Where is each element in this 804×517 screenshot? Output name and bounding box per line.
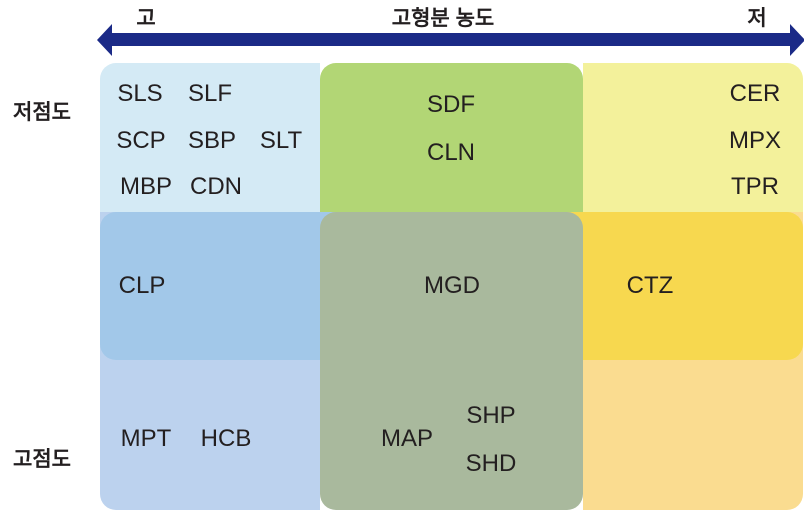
code-label: MPT — [120, 425, 172, 452]
code-label: CER — [729, 80, 781, 107]
code-label: CDN — [190, 173, 242, 200]
row-label-low-viscosity: 저점도 — [13, 101, 71, 124]
concentration-axis-arrow — [97, 24, 804, 56]
code-label: MPX — [728, 127, 782, 154]
center-column — [320, 63, 583, 510]
cell-top-right — [583, 63, 803, 212]
code-label: CLN — [426, 139, 476, 166]
code-label: SBP — [187, 127, 237, 154]
code-label: SLF — [187, 80, 233, 107]
code-label: CLP — [118, 272, 166, 299]
code-label: SHD — [465, 450, 517, 477]
cell-middle-bottom-center — [320, 212, 583, 510]
cell-top-left — [100, 63, 320, 212]
cell-top-center — [320, 63, 583, 212]
code-label: SDF — [427, 91, 475, 118]
code-label: MGD — [424, 272, 480, 299]
row-label-high-viscosity: 고점도 — [13, 448, 71, 471]
axis-high-label: 고 — [136, 7, 156, 30]
code-label: MAP — [380, 425, 434, 452]
code-label: SCP — [116, 127, 166, 154]
code-label: SLS — [117, 80, 163, 107]
code-label: TPR — [731, 173, 779, 200]
axis-title: 고형분 농도 — [391, 7, 495, 30]
code-label: CTZ — [626, 272, 674, 299]
code-label: SHP — [466, 402, 516, 429]
code-label: MBP — [119, 173, 173, 200]
code-label: HCB — [200, 425, 252, 452]
code-label: SLT — [259, 127, 303, 154]
axis-low-label: 저 — [747, 7, 767, 30]
